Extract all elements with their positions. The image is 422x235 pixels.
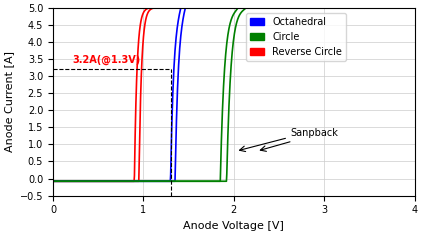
Text: Sanpback: Sanpback	[290, 128, 338, 138]
Y-axis label: Anode Current [A]: Anode Current [A]	[4, 51, 14, 152]
X-axis label: Anode Voltage [V]: Anode Voltage [V]	[184, 221, 284, 231]
Text: 3.2A(@1.3V): 3.2A(@1.3V)	[73, 55, 141, 65]
Legend: Octahedral, Circle, Reverse Circle: Octahedral, Circle, Reverse Circle	[246, 13, 346, 61]
